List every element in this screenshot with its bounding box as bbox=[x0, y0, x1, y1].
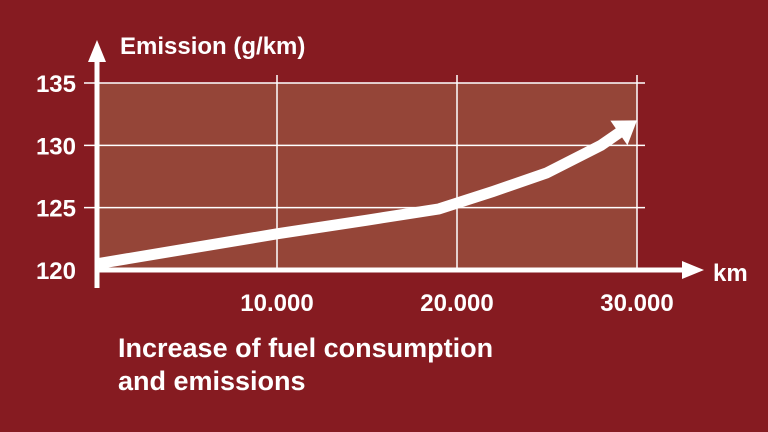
y-tick-label: 130 bbox=[36, 133, 76, 160]
y-tick-label: 120 bbox=[36, 258, 76, 285]
grid-lines bbox=[84, 75, 645, 270]
y-tick-label: 135 bbox=[36, 71, 76, 98]
tick-labels: 120 125 130 135 10.000 20.000 30.000 bbox=[36, 71, 674, 317]
series-group bbox=[96, 120, 637, 270]
x-tick-label: 10.000 bbox=[240, 290, 313, 317]
x-tick-label: 20.000 bbox=[420, 290, 493, 317]
plot-area bbox=[97, 83, 637, 270]
caption-line-2: and emissions bbox=[118, 366, 306, 396]
y-tick-label: 125 bbox=[36, 196, 76, 223]
x-axis-arrow-icon bbox=[682, 261, 704, 279]
y-axis-title: Emission (g/km) bbox=[120, 33, 305, 60]
y-axis-arrow-icon bbox=[88, 40, 106, 62]
axes bbox=[88, 40, 704, 288]
series-arrowhead-icon bbox=[610, 120, 637, 146]
x-tick-label: 30.000 bbox=[600, 290, 673, 317]
series-line bbox=[96, 126, 625, 270]
caption-line-1: Increase of fuel consumption bbox=[118, 333, 494, 363]
x-axis-title: km bbox=[713, 260, 748, 287]
chart-caption: Increase of fuel consumption and emissio… bbox=[118, 332, 493, 398]
